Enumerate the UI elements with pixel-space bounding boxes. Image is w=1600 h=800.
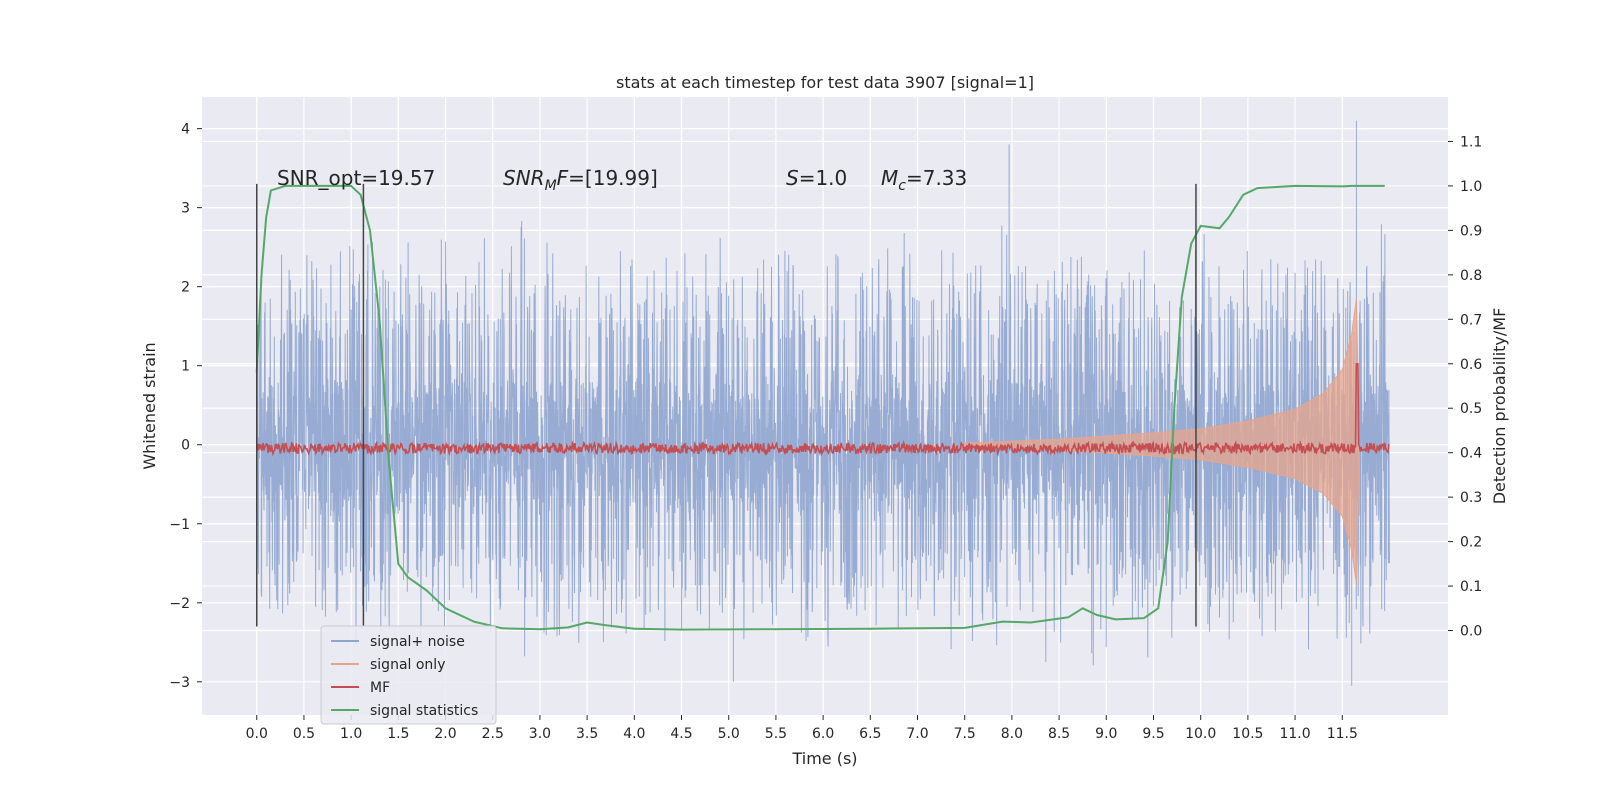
mc-symbol: M: [881, 166, 898, 190]
mc-subscript: c: [898, 178, 906, 194]
series-signal-noise: [256, 120, 1390, 686]
annotation-snr-mf: SNRMF=[19.99]: [503, 166, 658, 194]
yr-tick-label-5: 0.5: [1460, 401, 1482, 417]
snr-mf-suffix: F: [557, 166, 569, 190]
grid: [202, 97, 1448, 715]
yr-tick-label-7: 0.7: [1460, 312, 1482, 328]
s-symbol: S: [786, 166, 799, 190]
yr-tick-label-10: 1.0: [1460, 179, 1482, 195]
x-tick-label-1: 0.5: [293, 726, 315, 742]
series-mf: [255, 363, 1390, 457]
yl-tick-label-3: 0: [181, 438, 190, 454]
x-tick-label-5: 2.5: [482, 726, 504, 742]
x-axis-ticks: 0.0 0.5 1.0 1.5 2.0 2.5 3.0 3.5 4.0 4.5 5.0 5.5 6.0 6…: [246, 715, 1358, 742]
x-tick-label-21: 10.5: [1232, 726, 1263, 742]
yr-tick-label-11: 1.1: [1460, 134, 1482, 150]
x-tick-label-7: 3.5: [576, 726, 598, 742]
yr-tick-label-6: 0.6: [1460, 357, 1482, 373]
snr-mf-subscript: M: [545, 178, 557, 194]
legend-label-0: signal+ noise: [370, 634, 465, 650]
x-tick-label-23: 11.5: [1327, 726, 1358, 742]
y-right-axis-label: Detection probability/MF: [1490, 308, 1509, 505]
x-tick-label-13: 6.5: [859, 726, 881, 742]
yr-tick-label-1: 0.1: [1460, 579, 1482, 595]
x-tick-label-19: 9.5: [1142, 726, 1164, 742]
s-value: =1.0: [799, 166, 848, 190]
legend-label-2: MF: [370, 680, 390, 696]
yr-tick-label-9: 0.9: [1460, 223, 1482, 239]
x-tick-label-6: 3.0: [529, 726, 551, 742]
x-tick-label-17: 8.5: [1048, 726, 1070, 742]
series-signal-only: [964, 298, 1360, 584]
snr-mf-value: =[19.99]: [568, 166, 658, 190]
legend: signal+ noise signal only MF signal statist…: [320, 625, 497, 725]
yl-tick-label-2: −1: [169, 517, 190, 533]
yl-tick-label-0: −3: [169, 675, 190, 691]
x-tick-label-11: 5.5: [765, 726, 787, 742]
yl-tick-label-4: 1: [181, 359, 190, 375]
legend-label-1: signal only: [370, 657, 445, 673]
x-tick-label-2: 1.0: [340, 726, 362, 742]
x-axis-label: Time (s): [791, 749, 857, 768]
legend-label-3: signal statistics: [370, 703, 478, 719]
y-left-axis-ticks: −3 −2 −1 0 1 2 3 4: [169, 122, 202, 691]
yl-tick-label-1: −2: [169, 596, 190, 612]
series-layer: [255, 120, 1390, 686]
x-tick-label-14: 7.0: [906, 726, 928, 742]
annotation-s: S=1.0: [786, 166, 847, 190]
legend-box: [320, 625, 497, 725]
yr-tick-label-8: 0.8: [1460, 268, 1482, 284]
x-tick-label-10: 5.0: [718, 726, 740, 742]
y-left-axis-label: Whitened strain: [140, 342, 159, 469]
yr-tick-label-2: 0.2: [1460, 535, 1482, 551]
x-tick-label-3: 1.5: [387, 726, 409, 742]
x-tick-label-12: 6.0: [812, 726, 834, 742]
x-tick-label-16: 8.0: [1001, 726, 1023, 742]
y-right-axis-ticks: 0.0 0.1 0.2 0.3 0.4 0.5 0.6 0.7 0.8 0.9 1.0 1.1: [1448, 134, 1482, 640]
yr-tick-label-3: 0.3: [1460, 490, 1482, 506]
yl-tick-label-5: 2: [181, 280, 190, 296]
x-tick-label-9: 4.5: [670, 726, 692, 742]
annotation-snr-opt: SNR_opt=19.57: [277, 166, 435, 190]
x-tick-label-15: 7.5: [954, 726, 976, 742]
yr-tick-label-4: 0.4: [1460, 446, 1482, 462]
chart-title: stats at each timestep for test data 390…: [616, 73, 1034, 92]
x-tick-label-22: 11.0: [1279, 726, 1310, 742]
x-tick-label-0: 0.0: [246, 726, 268, 742]
x-tick-label-18: 9.0: [1095, 726, 1117, 742]
yl-tick-label-6: 3: [181, 201, 190, 217]
x-tick-label-8: 4.0: [623, 726, 645, 742]
snr-mf-symbol: SNR: [503, 166, 545, 190]
mc-value: =7.33: [906, 166, 967, 190]
yr-tick-label-0: 0.0: [1460, 624, 1482, 640]
series-signal-statistics: [255, 184, 1385, 631]
annotation-mc: Mc=7.33: [881, 166, 967, 194]
x-tick-label-20: 10.0: [1185, 726, 1216, 742]
yl-tick-label-7: 4: [181, 122, 190, 138]
vertical-markers: [255, 183, 1197, 627]
x-tick-label-4: 2.0: [434, 726, 456, 742]
